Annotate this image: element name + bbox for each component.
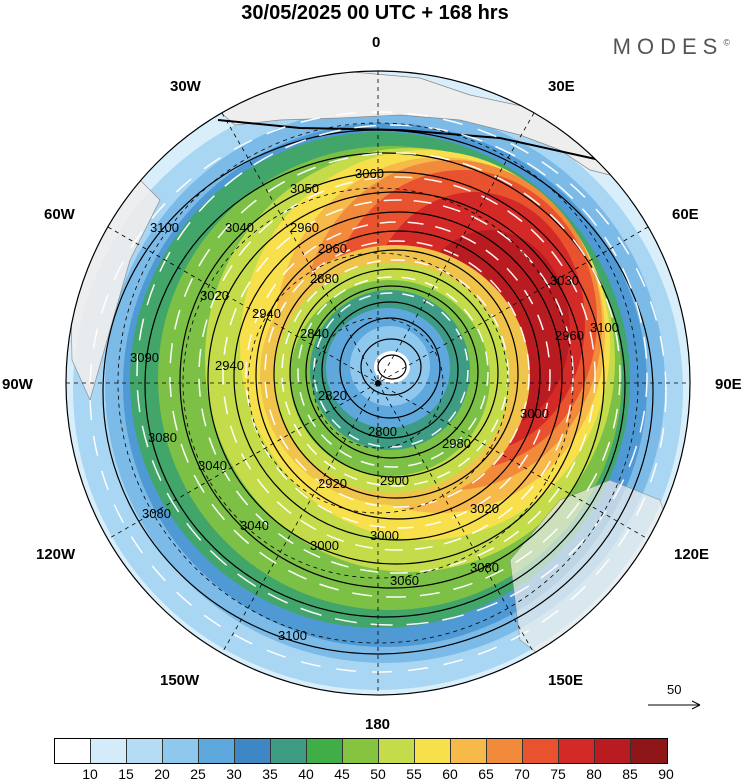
lon-label-150e: 150E (548, 672, 584, 689)
colorbar-tick-label: 65 (478, 766, 494, 782)
colorbar-tick-label: 85 (622, 766, 638, 782)
lon-label-60w: 60W (44, 206, 75, 223)
lon-label-90e: 90E (715, 376, 742, 393)
colorbar-swatch (307, 739, 343, 763)
colorbar-swatch (271, 739, 307, 763)
contour-label: 3000 (310, 538, 339, 553)
colorbar-swatch (379, 739, 415, 763)
contour-label: 2940 (252, 306, 281, 321)
colorbar-tick-label: 30 (226, 766, 242, 782)
colorbar-swatch (91, 739, 127, 763)
colorbar-swatch (559, 739, 595, 763)
colorbar-swatch (595, 739, 631, 763)
contour-label: 3040 (198, 458, 227, 473)
lon-label-30w: 30W (170, 78, 201, 95)
contour-label: 2800 (368, 424, 397, 439)
colorbar-swatch (127, 739, 163, 763)
colorbar-swatch (631, 739, 667, 763)
contour-label: 2880 (310, 271, 339, 286)
colorbar-tick-label: 70 (514, 766, 530, 782)
lon-label-120w: 120W (36, 546, 76, 563)
brand-name: MODES (612, 34, 724, 59)
lon-label-60e: 60E (672, 206, 699, 223)
lon-label-180: 180 (365, 716, 391, 733)
brand-logo: MODES© (613, 34, 730, 60)
lon-label-0: 0 (372, 34, 381, 51)
colorbar-tick-label: 20 (154, 766, 170, 782)
colorbar-tick-label: 60 (442, 766, 458, 782)
contour-label: 3060 (355, 166, 384, 181)
contour-label: 3100 (278, 628, 307, 643)
contour-label: 2820 (318, 388, 347, 403)
contour-label: 3020 (470, 501, 499, 516)
page-title: 30/05/2025 00 UTC + 168 hrs (241, 2, 509, 24)
contour-label: 3000 (370, 528, 399, 543)
contour-label: 3080 (148, 430, 177, 445)
colorbar-tick-label: 25 (190, 766, 206, 782)
contour-label: 2900 (380, 473, 409, 488)
brand-mark: © (723, 37, 730, 48)
colorbar-swatch (523, 739, 559, 763)
colorbar-swatch (55, 739, 91, 763)
lon-label-150w: 150W (160, 672, 200, 689)
contour-label: 3060 (390, 573, 419, 588)
lon-label-120e: 120E (674, 546, 710, 563)
colorbar-tick-label: 45 (334, 766, 350, 782)
colorbar-tick-label: 10 (82, 766, 98, 782)
colorbar-tick-label: 80 (586, 766, 602, 782)
colorbar (54, 738, 668, 764)
contour-label: 3090 (130, 350, 159, 365)
contour-label: 2840 (300, 326, 329, 341)
contour-label: 3020 (200, 288, 229, 303)
contour-label: 2960 (290, 220, 319, 235)
colorbar-swatch (451, 739, 487, 763)
colorbar-swatch (343, 739, 379, 763)
contour-label: 2940 (215, 358, 244, 373)
contour-label: 2980 (442, 436, 471, 451)
contour-label: 3100 (150, 220, 179, 235)
lon-label-90w: 90W (2, 376, 33, 393)
contour-label: 2920 (318, 476, 347, 491)
land-antarctic-peninsula-region (211, 71, 611, 176)
colorbar-swatch (163, 739, 199, 763)
contour-label: 3100 (590, 320, 619, 335)
colorbar-tick-label: 90 (658, 766, 674, 782)
colorbar-swatch (415, 739, 451, 763)
contour-label: 3080 (142, 506, 171, 521)
wind-reference-label: 50 (667, 682, 682, 697)
contour-label: 2960 (555, 328, 584, 343)
colorbar-swatch (235, 739, 271, 763)
contour-label: 2960 (318, 241, 347, 256)
colorbar-tick-label: 40 (298, 766, 314, 782)
contour-label: 3040 (225, 220, 254, 235)
contour-label: 3030 (550, 273, 579, 288)
colorbar-tick-label: 35 (262, 766, 278, 782)
colorbar-tick-label: 50 (370, 766, 386, 782)
contour-label: 3040 (240, 518, 269, 533)
colorbar-tick-label: 15 (118, 766, 134, 782)
colorbar-tick-label: 75 (550, 766, 566, 782)
colorbar-swatch (199, 739, 235, 763)
contour-label: 3000 (520, 406, 549, 421)
colorbar-swatch (487, 739, 523, 763)
contour-label: 3080 (470, 560, 499, 575)
lon-label-30e: 30E (548, 78, 575, 95)
colorbar-tick-label: 55 (406, 766, 422, 782)
contour-label: 3050 (290, 181, 319, 196)
